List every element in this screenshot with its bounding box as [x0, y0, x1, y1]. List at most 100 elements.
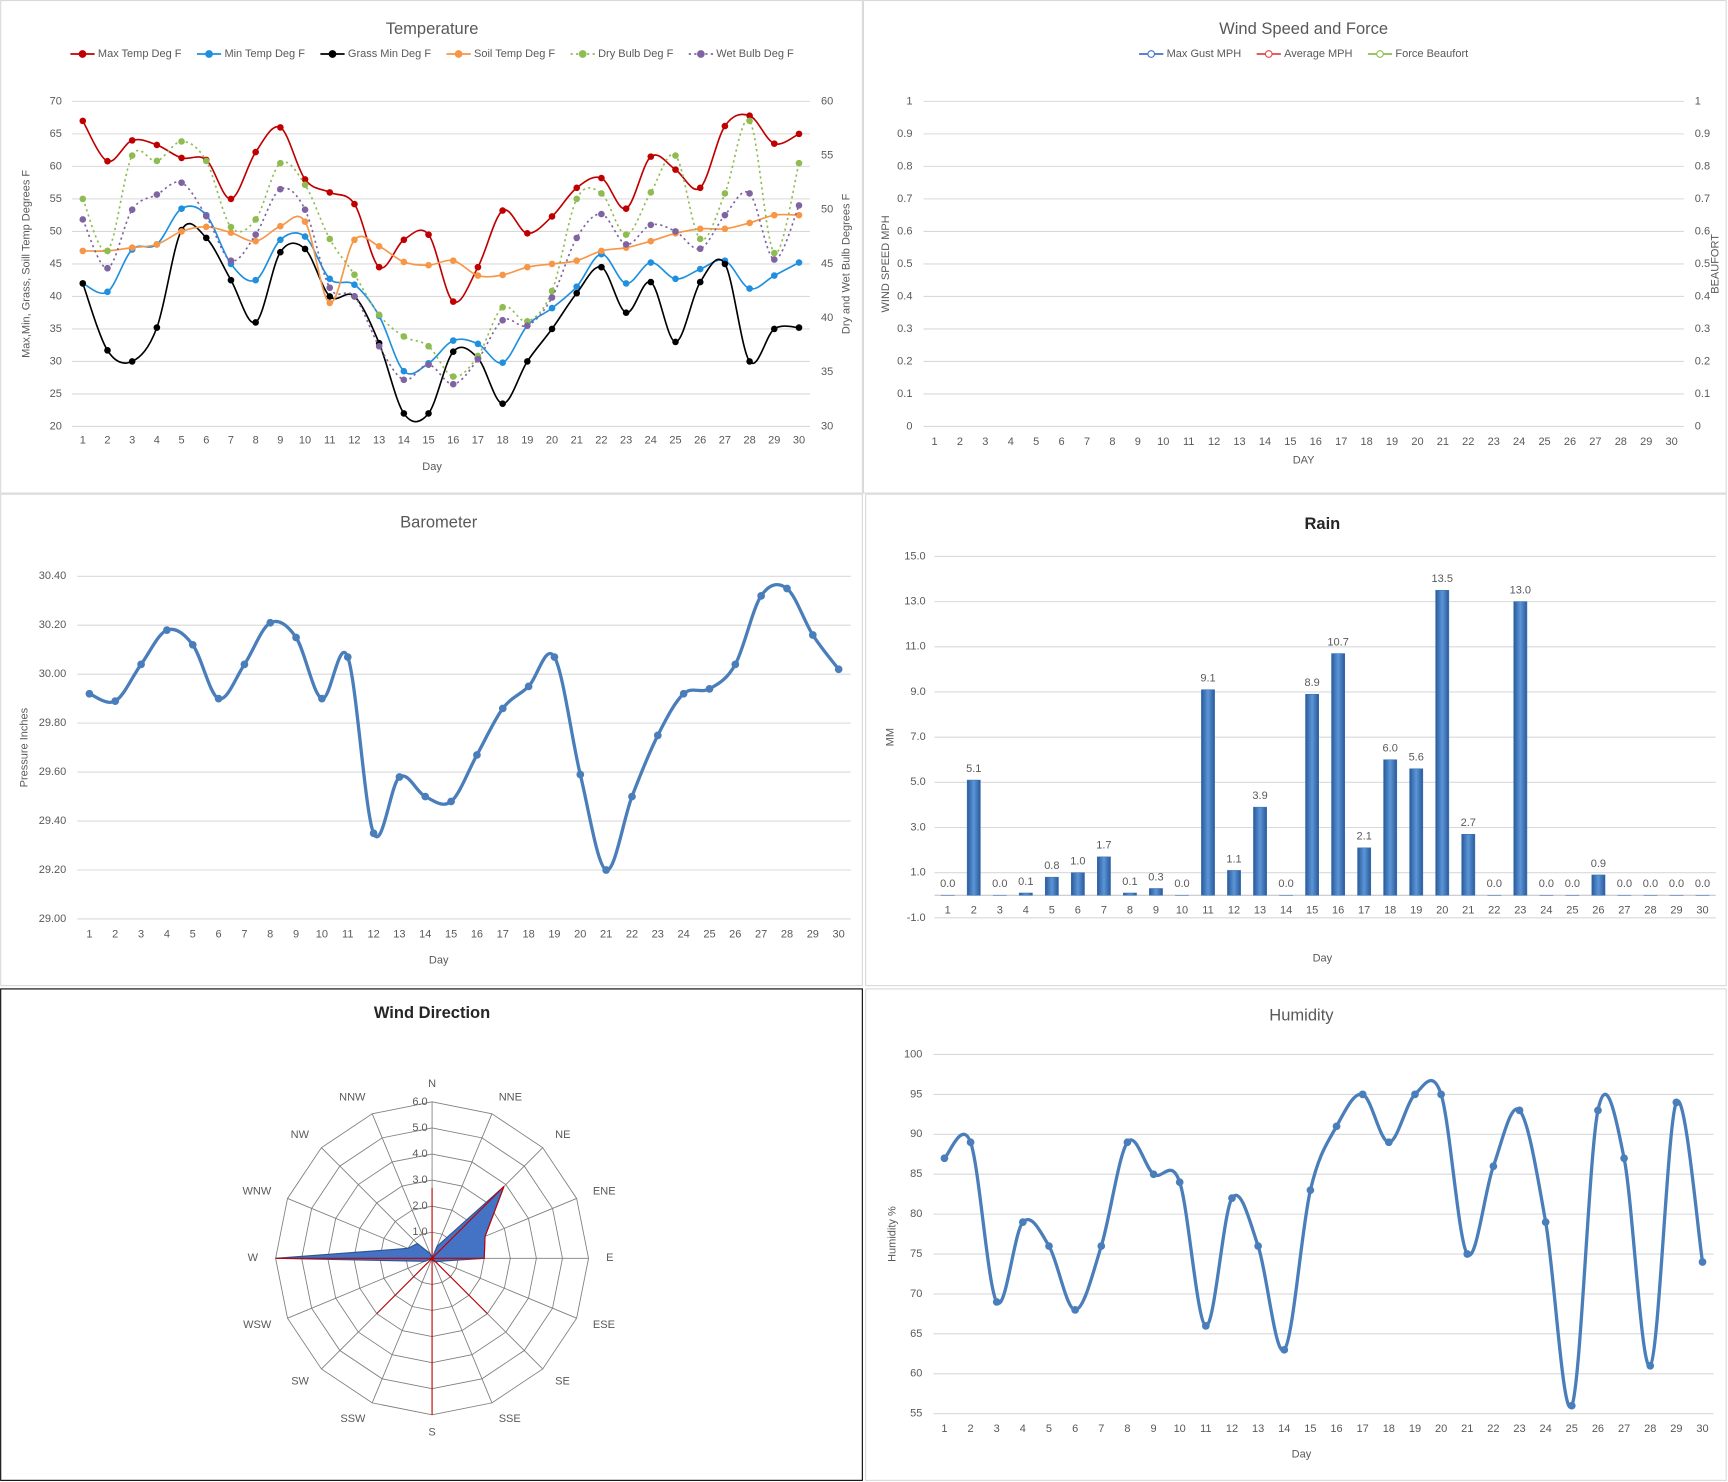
category-label: SE — [555, 1375, 570, 1387]
data-label: 0.9 — [1591, 858, 1606, 870]
series-area — [275, 1185, 505, 1263]
series-line — [943, 1078, 1705, 1409]
data-point — [137, 660, 145, 669]
data-point — [375, 263, 383, 271]
x-tick-label: 29 — [1640, 436, 1652, 448]
x-tick-label: 23 — [1488, 436, 1500, 448]
y-tick-label: 85 — [910, 1168, 922, 1180]
bar — [1305, 693, 1320, 896]
y-tick-label: 0 — [906, 420, 912, 432]
panel-border — [0, 0, 863, 494]
y-tick-label: 45 — [50, 258, 62, 270]
data-point — [499, 207, 506, 214]
data-point — [449, 337, 457, 344]
data-point — [1306, 1186, 1315, 1195]
category-label: ENE — [593, 1186, 616, 1198]
y2-tick-label: 30 — [821, 420, 833, 432]
bar — [1018, 892, 1033, 896]
data-point — [770, 325, 778, 333]
legend-marker — [454, 50, 463, 58]
y-tick-label: 3.0 — [910, 821, 925, 833]
data-point — [447, 797, 455, 806]
bar — [1149, 888, 1163, 896]
data-point — [795, 159, 803, 167]
data-point — [202, 223, 210, 231]
y2-tick-label: 35 — [821, 366, 833, 378]
data-point — [395, 773, 404, 781]
x-tick-label: 1 — [931, 436, 937, 448]
legend: Max Temp Deg F Min Temp Deg F Grass Min De… — [70, 48, 794, 60]
x-tick-label: 2 — [957, 436, 963, 448]
data-point — [1123, 1138, 1132, 1147]
data-point — [351, 271, 358, 279]
x-tick-label: 6 — [1059, 436, 1065, 448]
x-tick-label: 4 — [1023, 905, 1029, 917]
legend-label: Soil Temp Deg F — [474, 48, 555, 60]
r-tick-label: 5.0 — [412, 1122, 427, 1134]
x-tick-label: 1 — [86, 928, 92, 940]
x-tick-label: 7 — [1098, 1423, 1104, 1435]
x-tick-label: 24 — [1540, 905, 1552, 917]
x-tick-label: 11 — [342, 928, 353, 940]
x-tick-label: 22 — [626, 928, 638, 940]
x-tick-label: 2 — [971, 905, 977, 917]
x-tick-label: 17 — [472, 435, 484, 447]
data-point — [301, 181, 309, 189]
x-tick-label: 5 — [190, 928, 196, 940]
y2-tick-label: 0.9 — [1695, 128, 1710, 140]
y-tick-label: 65 — [50, 128, 62, 140]
data-point — [499, 400, 506, 407]
y-tick-label: 95 — [910, 1088, 922, 1100]
y2-tick-label: 0 — [1695, 420, 1701, 432]
y2-tick-label: 0.6 — [1695, 225, 1710, 237]
y-tick-label: 20 — [50, 420, 62, 432]
x-tick-label: 5 — [1049, 905, 1055, 917]
spoke — [431, 1258, 493, 1404]
x-tick-label: 9 — [1150, 1423, 1156, 1435]
data-point — [1541, 1218, 1550, 1226]
data-point — [153, 324, 161, 331]
x-tick-label: 18 — [1383, 1423, 1395, 1435]
data-point — [326, 189, 334, 196]
y-axis-label: Pressure Inches — [18, 707, 30, 787]
legend-marker — [78, 50, 87, 58]
data-label: 0.0 — [1278, 878, 1293, 890]
data-point — [375, 243, 383, 250]
data-point — [548, 325, 556, 333]
data-point — [474, 263, 482, 271]
data-point — [252, 237, 259, 245]
x-tick-label: 18 — [1384, 905, 1396, 917]
legend-label: Min Temp Deg F — [224, 48, 305, 60]
data-point — [326, 235, 334, 243]
data-point — [227, 276, 235, 284]
data-point — [301, 245, 309, 253]
x-tick-label: 25 — [703, 928, 715, 940]
data-point — [795, 259, 803, 266]
chart-title: Temperature — [386, 19, 479, 38]
chart-title: Rain — [1304, 514, 1340, 533]
legend-item: Average MPH — [1256, 48, 1353, 60]
x-tick-label: 2 — [104, 435, 110, 447]
category-label: N — [428, 1078, 436, 1090]
x-tick-label: 5 — [1033, 436, 1039, 448]
spoke — [371, 1258, 433, 1404]
data-point — [266, 618, 275, 627]
category-label: NNW — [339, 1091, 366, 1103]
bar — [1357, 847, 1372, 896]
y-tick-label: 0.5 — [897, 258, 912, 270]
series-line — [88, 582, 840, 872]
data-label: 13.0 — [1510, 585, 1531, 597]
data-point — [548, 260, 556, 268]
data-point — [1201, 1322, 1210, 1330]
data-point — [647, 153, 655, 160]
data-point — [705, 685, 714, 693]
x-tick-label: 26 — [729, 928, 741, 940]
x-axis-label: DAY — [1293, 454, 1315, 466]
data-point — [111, 697, 120, 705]
x-tick-label: 30 — [793, 435, 805, 447]
x-tick-label: 1 — [941, 1423, 947, 1435]
y-axis-label: MM — [884, 728, 896, 746]
category-label: ESE — [593, 1319, 615, 1331]
x-tick-label: 10 — [1174, 1423, 1186, 1435]
x-tick-label: 25 — [1538, 436, 1550, 448]
